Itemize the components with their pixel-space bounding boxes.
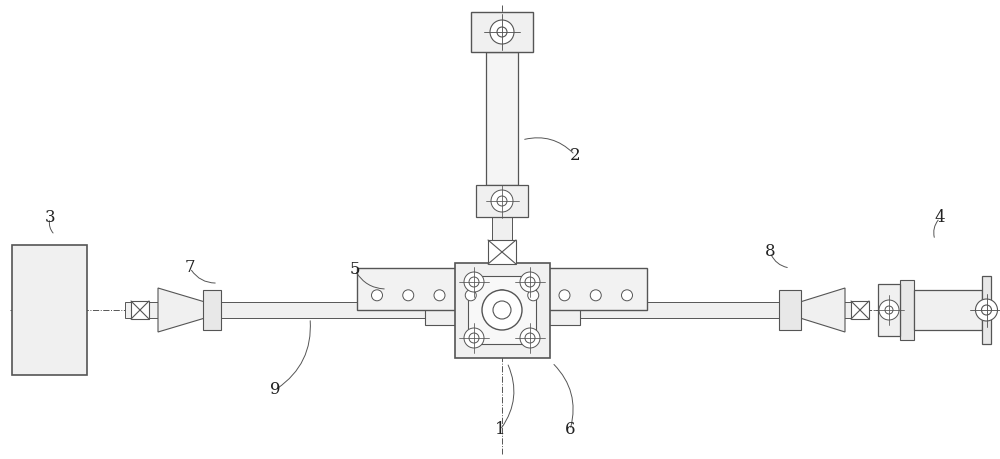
Bar <box>492 264 512 268</box>
Text: 4: 4 <box>935 209 945 226</box>
Circle shape <box>491 190 513 212</box>
Circle shape <box>464 272 484 292</box>
Polygon shape <box>800 288 845 332</box>
Circle shape <box>528 290 539 301</box>
Bar <box>131 301 149 319</box>
Bar <box>476 185 528 217</box>
Bar <box>900 280 914 340</box>
Circle shape <box>482 290 522 330</box>
Circle shape <box>885 306 893 314</box>
Bar <box>878 284 900 336</box>
Text: 5: 5 <box>350 262 360 279</box>
Text: 6: 6 <box>565 421 575 438</box>
Bar <box>471 12 533 52</box>
Circle shape <box>465 290 476 301</box>
Circle shape <box>525 277 535 287</box>
Bar <box>203 290 221 330</box>
Bar <box>488 240 516 264</box>
Bar <box>12 245 87 375</box>
Circle shape <box>490 20 514 44</box>
Circle shape <box>982 305 992 315</box>
Bar <box>492 217 512 245</box>
Circle shape <box>372 290 382 301</box>
Bar <box>982 276 991 344</box>
Circle shape <box>464 328 484 348</box>
Circle shape <box>493 301 511 319</box>
Circle shape <box>976 299 998 321</box>
Text: 2: 2 <box>570 146 580 163</box>
Circle shape <box>622 290 633 301</box>
Text: 8: 8 <box>765 244 775 261</box>
Circle shape <box>520 272 540 292</box>
Text: 9: 9 <box>270 381 280 398</box>
Circle shape <box>559 290 570 301</box>
Circle shape <box>469 277 479 287</box>
Circle shape <box>590 290 601 301</box>
Circle shape <box>497 27 507 37</box>
Circle shape <box>497 196 507 206</box>
Bar <box>357 268 647 310</box>
Circle shape <box>469 333 479 343</box>
Bar <box>125 302 860 318</box>
Bar <box>486 52 518 185</box>
Bar <box>468 276 536 344</box>
Polygon shape <box>158 288 205 332</box>
Circle shape <box>434 290 445 301</box>
Text: 3: 3 <box>45 209 55 226</box>
Bar <box>914 290 982 330</box>
Bar <box>454 263 550 358</box>
Bar <box>851 301 869 319</box>
Circle shape <box>520 328 540 348</box>
Circle shape <box>879 300 899 320</box>
Bar <box>779 290 801 330</box>
Circle shape <box>525 333 535 343</box>
Circle shape <box>496 290 508 301</box>
Circle shape <box>403 290 414 301</box>
Text: 7: 7 <box>185 259 195 276</box>
Bar <box>424 295 580 325</box>
Text: 1: 1 <box>495 421 505 438</box>
